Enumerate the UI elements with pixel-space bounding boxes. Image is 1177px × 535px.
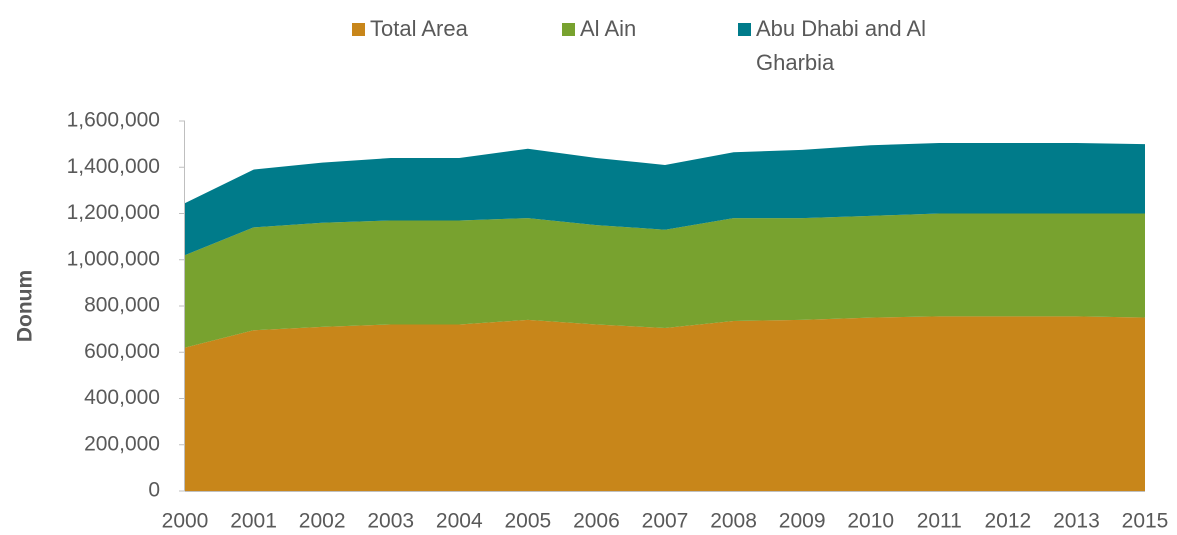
legend-swatch	[738, 23, 751, 36]
y-tick-label: 1,400,000	[67, 155, 160, 178]
y-tick-label: 800,000	[84, 294, 160, 317]
legend-item: Abu Dhabi and Al Gharbia	[738, 12, 938, 80]
x-tick-label: 2003	[367, 510, 414, 533]
legend-item: Al Ain	[562, 12, 722, 46]
legend-item: Total Area	[352, 12, 532, 46]
y-tick-label: 400,000	[84, 386, 160, 409]
legend-label: Total Area	[370, 16, 468, 41]
area	[185, 213, 1145, 348]
y-tick-label: 1,200,000	[67, 201, 160, 224]
x-tick-label: 2009	[779, 510, 826, 533]
x-tick-label: 2013	[1053, 510, 1100, 533]
legend-swatch	[352, 23, 365, 36]
area	[185, 316, 1145, 491]
y-tick-label: 600,000	[84, 340, 160, 363]
x-tick-label: 2010	[847, 510, 894, 533]
legend-label: Abu Dhabi and Al Gharbia	[756, 16, 927, 75]
x-tick-label: 2011	[917, 510, 962, 533]
x-tick-label: 2001	[230, 510, 277, 533]
x-tick-label: 2000	[162, 510, 209, 533]
x-tick-label: 2008	[710, 510, 757, 533]
x-tick-label: 2006	[573, 510, 620, 533]
x-tick-label: 2005	[504, 510, 551, 533]
y-axis-label: Donum	[14, 270, 37, 342]
x-tick-label: 2007	[642, 510, 689, 533]
legend-label: Al Ain	[580, 16, 637, 41]
y-tick-label: 0	[148, 479, 160, 502]
y-tick-label: 1,000,000	[67, 247, 160, 270]
x-tick-label: 2004	[436, 510, 483, 533]
x-tick-label: 2002	[299, 510, 346, 533]
x-tick-label: 2015	[1122, 510, 1169, 533]
y-tick-label: 200,000	[84, 432, 160, 455]
area	[185, 142, 1145, 256]
y-tick-label: 1,600,000	[67, 109, 160, 132]
legend-swatch	[562, 23, 575, 36]
x-tick-label: 2012	[984, 510, 1031, 533]
